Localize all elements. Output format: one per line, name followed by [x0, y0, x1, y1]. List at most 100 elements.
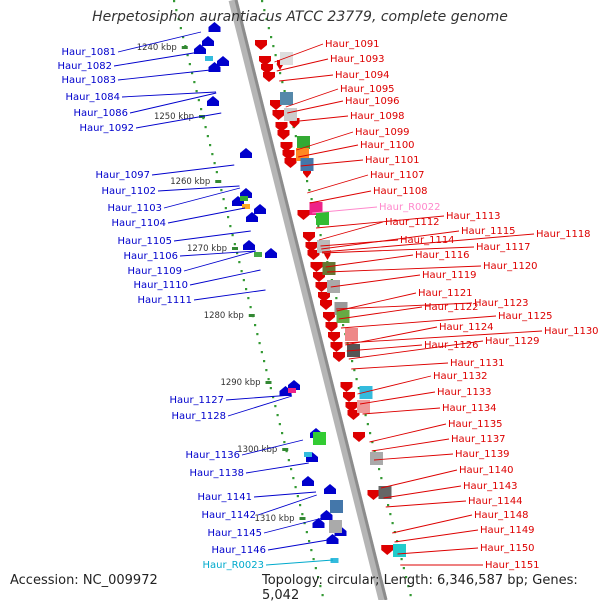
right-gene-label[interactable]: Haur_1117 [476, 242, 531, 253]
track-dot [378, 468, 381, 471]
right-gene-label[interactable]: Haur_1098 [350, 111, 405, 122]
right-leader-line [287, 100, 344, 114]
track-dot [274, 54, 277, 57]
left-gene-label[interactable]: Haur_1145 [207, 528, 262, 539]
track-dot [287, 459, 290, 462]
right-gene-label[interactable]: Haur_1148 [474, 510, 529, 521]
right-leader-line [330, 274, 421, 288]
right-gene-label[interactable]: Haur_1112 [385, 217, 440, 228]
track-dot [308, 540, 311, 543]
track-dot [222, 198, 225, 201]
left-leader-line [113, 50, 206, 67]
left-gene-label[interactable]: Haur_1109 [127, 266, 182, 277]
left-gene-label[interactable]: Haur_1106 [123, 251, 178, 262]
right-gene-label[interactable]: Haur_1096 [345, 96, 400, 107]
right-gene-label[interactable]: Haur_1107 [370, 170, 425, 181]
right-gene-label[interactable]: Haur_1129 [485, 336, 540, 347]
left-gene-label[interactable]: Haur_1092 [79, 123, 134, 134]
left-gene-label[interactable]: Haur_1082 [57, 61, 112, 72]
right-gene-label[interactable]: Haur_1093 [330, 54, 385, 65]
right-gene-label[interactable]: Haur_1095 [340, 84, 395, 95]
left-gene-label[interactable]: Haur_1146 [211, 545, 266, 556]
left-gene-label[interactable]: Haur_1138 [189, 468, 244, 479]
left-gene-label[interactable]: Haur_1083 [61, 75, 116, 86]
right-gene-label[interactable]: Haur_1094 [335, 70, 390, 81]
left-gene-label[interactable]: Haur_1141 [197, 492, 252, 503]
left-leader-line [245, 462, 309, 474]
right-gene-label[interactable]: Haur_1091 [325, 39, 380, 50]
right-gene-label[interactable]: Haur_1120 [483, 261, 538, 272]
right-gene-label[interactable]: Haur_1143 [463, 481, 518, 492]
left-gene-label[interactable]: Haur_1097 [95, 170, 150, 181]
left-gene-label[interactable]: Haur_1127 [169, 395, 224, 406]
right-gene-label[interactable]: Haur_1121 [418, 288, 473, 299]
right-gene-label[interactable]: Haur_1114 [400, 235, 455, 246]
right-gene-label[interactable]: Haur_1144 [468, 496, 523, 507]
reverse-gene-arrow [277, 130, 290, 140]
right-gene-label[interactable]: Haur_1140 [459, 465, 514, 476]
track-dot [263, 9, 266, 12]
scale-tick-mark [181, 46, 188, 49]
left-gene-label[interactable]: Haur_1104 [111, 218, 166, 229]
right-gene-label[interactable]: Haur_1099 [355, 127, 410, 138]
right-gene-label[interactable]: Haur_1124 [439, 322, 494, 333]
right-gene-label[interactable]: Haur_1130 [544, 326, 599, 337]
left-gene-label[interactable]: Haur_1142 [201, 510, 256, 521]
annotation-box [378, 486, 392, 499]
right-gene-label[interactable]: Haur_1150 [480, 543, 535, 554]
annotation-box [284, 108, 297, 121]
right-gene-label[interactable]: Haur_1137 [451, 434, 506, 445]
track-dot [310, 549, 313, 552]
right-leader-line [326, 265, 482, 273]
left-gene-label[interactable]: Haur_1084 [65, 92, 120, 103]
right-gene-label[interactable]: Haur_1133 [437, 387, 492, 398]
left-gene-label[interactable]: Haur_1081 [61, 47, 116, 58]
left-gene-label[interactable]: Haur_1105 [117, 236, 172, 247]
left-gene-label[interactable]: Haur_1111 [137, 295, 192, 306]
forward-gene-arrow [302, 476, 314, 486]
right-gene-label[interactable]: Haur_1139 [455, 449, 510, 460]
right-gene-label[interactable]: Haur_1132 [433, 371, 488, 382]
right-gene-label[interactable]: Haur_1131 [450, 358, 505, 369]
right-gene-label[interactable]: Haur_1113 [446, 211, 501, 222]
right-gene-label[interactable]: Haur_1151 [485, 560, 540, 571]
track-dot [308, 189, 311, 192]
track-dot [373, 450, 376, 453]
right-gene-label[interactable]: Haur_1101 [365, 155, 420, 166]
right-gene-label[interactable]: Haur_1126 [424, 340, 479, 351]
track-dot [220, 189, 223, 192]
right-gene-label[interactable]: Haur_1118 [536, 229, 591, 240]
right-gene-label[interactable]: Haur_1122 [424, 302, 479, 313]
right-gene-label[interactable]: Haur_1108 [373, 186, 428, 197]
left-gene-label[interactable]: Haur_1110 [133, 280, 188, 291]
scale-tick-mark [299, 517, 306, 520]
track-dot [267, 27, 270, 30]
right-gene-label[interactable]: Haur_1123 [474, 298, 529, 309]
track-dot [186, 54, 189, 57]
left-gene-label[interactable]: Haur_1103 [107, 203, 162, 214]
right-gene-label[interactable]: Haur_1149 [480, 525, 535, 536]
genome-backbone [228, 0, 388, 600]
track-dot [407, 585, 410, 588]
left-gene-label[interactable]: Haur_1128 [171, 411, 226, 422]
right-gene-label[interactable]: Haur_1100 [360, 140, 415, 151]
annotation-box [317, 240, 330, 253]
track-dot [278, 423, 281, 426]
reverse-gene-arrow [340, 382, 353, 392]
scale-tick-label: 1240 kbp [137, 43, 177, 53]
left-gene-label[interactable]: Haur_1086 [73, 108, 128, 119]
reverse-gene-arrow [275, 122, 288, 132]
right-gene-label[interactable]: Haur_1135 [448, 419, 503, 430]
track-dot [240, 270, 243, 273]
right-gene-label[interactable]: Haur_1116 [415, 250, 470, 261]
annotation-box [322, 262, 336, 275]
right-gene-label[interactable]: Haur_1115 [461, 226, 516, 237]
right-gene-label[interactable]: Haur_1134 [442, 403, 497, 414]
left-gene-label[interactable]: Haur_1102 [101, 186, 156, 197]
left-leader-line [117, 31, 202, 53]
right-gene-label[interactable]: Haur_1125 [498, 311, 553, 322]
right-gene-label[interactable]: Haur_R0022 [379, 202, 441, 213]
right-gene-label[interactable]: Haur_1119 [422, 270, 477, 281]
left-gene-label[interactable]: Haur_1136 [185, 450, 240, 461]
left-gene-label[interactable]: Haur_R0023 [203, 560, 265, 571]
